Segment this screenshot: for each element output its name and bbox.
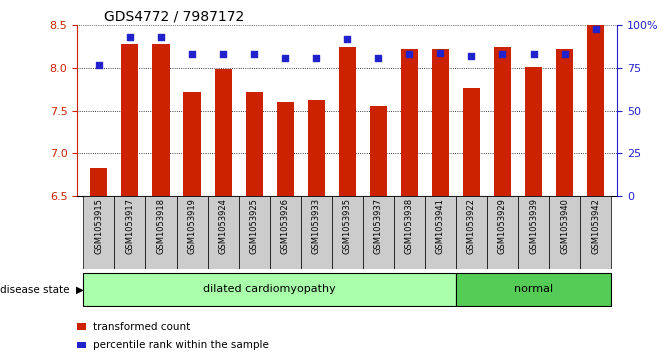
Text: disease state  ▶: disease state ▶ bbox=[0, 285, 84, 294]
Bar bbox=[456, 196, 487, 269]
Point bbox=[156, 34, 166, 40]
Text: GSM1053924: GSM1053924 bbox=[219, 198, 227, 254]
Point bbox=[280, 55, 291, 61]
Text: GSM1053915: GSM1053915 bbox=[95, 198, 103, 254]
Bar bbox=[556, 49, 573, 196]
Bar bbox=[152, 44, 170, 196]
Bar bbox=[207, 196, 239, 269]
Bar bbox=[91, 168, 107, 196]
Bar bbox=[331, 196, 363, 269]
Bar bbox=[246, 92, 262, 196]
Bar bbox=[239, 196, 270, 269]
Bar bbox=[432, 49, 449, 196]
Point bbox=[404, 52, 415, 57]
Bar bbox=[487, 196, 518, 269]
Text: GSM1053919: GSM1053919 bbox=[187, 198, 197, 254]
Text: GSM1053939: GSM1053939 bbox=[529, 198, 538, 254]
Bar bbox=[183, 92, 201, 196]
Bar bbox=[463, 88, 480, 196]
Point bbox=[435, 50, 446, 56]
Point bbox=[217, 52, 228, 57]
Bar bbox=[370, 106, 386, 196]
Point bbox=[528, 52, 539, 57]
Text: GSM1053926: GSM1053926 bbox=[280, 198, 290, 254]
Bar bbox=[425, 196, 456, 269]
Bar bbox=[121, 44, 138, 196]
Text: GSM1053929: GSM1053929 bbox=[498, 198, 507, 254]
Bar bbox=[215, 69, 231, 196]
Point bbox=[93, 62, 104, 68]
Point bbox=[559, 52, 570, 57]
Bar bbox=[456, 273, 611, 306]
Point bbox=[187, 52, 197, 57]
Point bbox=[125, 34, 136, 40]
Bar bbox=[83, 196, 115, 269]
Bar bbox=[301, 196, 331, 269]
Text: GSM1053940: GSM1053940 bbox=[560, 198, 569, 254]
Bar bbox=[146, 196, 176, 269]
Bar bbox=[494, 47, 511, 196]
Text: GSM1053917: GSM1053917 bbox=[125, 198, 134, 254]
Bar bbox=[549, 196, 580, 269]
Bar bbox=[518, 196, 549, 269]
Text: GSM1053925: GSM1053925 bbox=[250, 198, 258, 254]
Text: GSM1053935: GSM1053935 bbox=[343, 198, 352, 254]
Text: GSM1053941: GSM1053941 bbox=[436, 198, 445, 254]
Bar bbox=[270, 196, 301, 269]
Text: GSM1053942: GSM1053942 bbox=[591, 198, 600, 254]
Point bbox=[497, 52, 508, 57]
Text: transformed count: transformed count bbox=[93, 322, 190, 332]
Bar bbox=[308, 101, 325, 196]
Text: GSM1053918: GSM1053918 bbox=[156, 198, 166, 254]
Bar bbox=[176, 196, 207, 269]
Bar bbox=[83, 273, 456, 306]
Text: GSM1053938: GSM1053938 bbox=[405, 198, 414, 254]
Text: GSM1053937: GSM1053937 bbox=[374, 198, 382, 254]
Bar bbox=[401, 49, 418, 196]
Bar bbox=[363, 196, 394, 269]
Point bbox=[342, 36, 353, 42]
Bar bbox=[587, 25, 604, 196]
Bar bbox=[115, 196, 146, 269]
Text: normal: normal bbox=[514, 285, 553, 294]
Bar bbox=[339, 47, 356, 196]
Point bbox=[311, 55, 321, 61]
Point bbox=[249, 52, 260, 57]
Text: GSM1053933: GSM1053933 bbox=[312, 198, 321, 254]
Point bbox=[590, 26, 601, 32]
Text: dilated cardiomyopathy: dilated cardiomyopathy bbox=[203, 285, 336, 294]
Text: GSM1053922: GSM1053922 bbox=[467, 198, 476, 254]
Bar bbox=[525, 67, 542, 196]
Bar bbox=[394, 196, 425, 269]
Bar bbox=[276, 102, 294, 196]
Point bbox=[466, 53, 477, 59]
Bar bbox=[580, 196, 611, 269]
Text: GDS4772 / 7987172: GDS4772 / 7987172 bbox=[104, 9, 244, 23]
Point bbox=[373, 55, 384, 61]
Text: percentile rank within the sample: percentile rank within the sample bbox=[93, 340, 268, 350]
